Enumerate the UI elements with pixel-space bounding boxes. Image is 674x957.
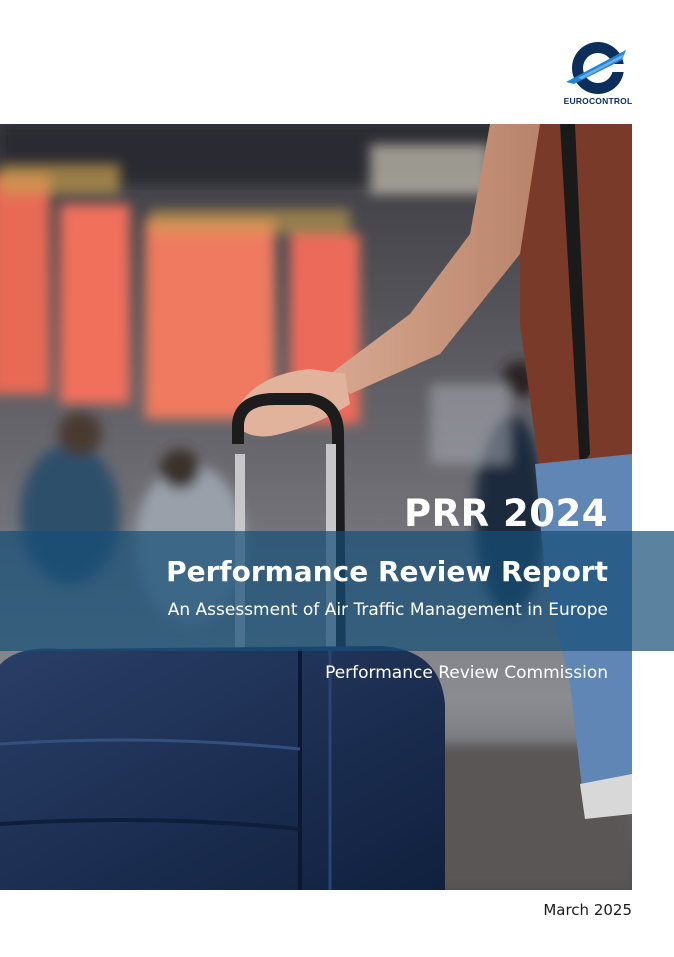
report-title: Performance Review Report [166,555,608,588]
publication-date: March 2025 [543,901,632,919]
title-band [0,531,674,651]
logo-wordmark: EUROCONTROL [562,96,634,106]
report-edition: PRR 2024 [404,492,608,535]
report-subtitle: An Assessment of Air Traffic Management … [168,600,608,620]
commission-name: Performance Review Commission [325,663,608,683]
